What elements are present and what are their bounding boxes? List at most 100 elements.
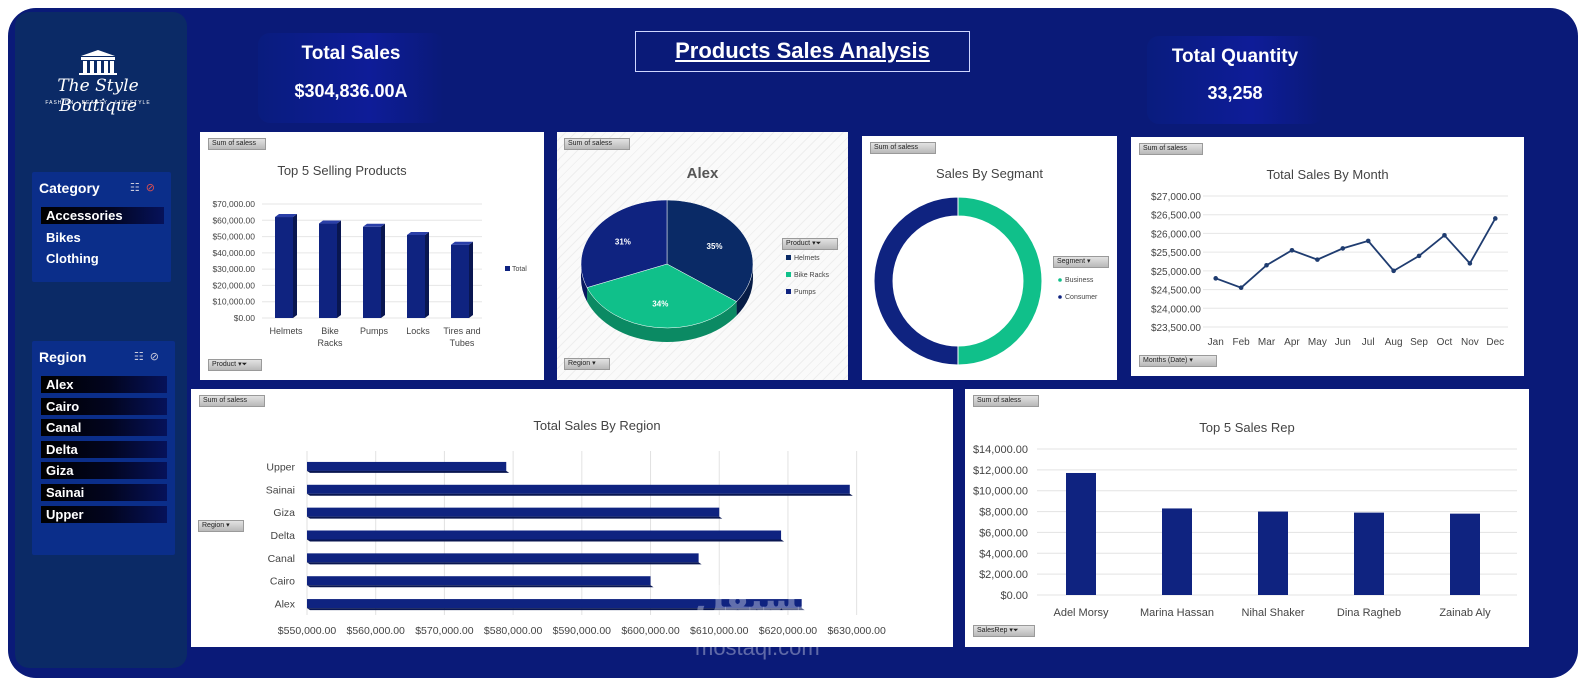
x-tick-label: Nov xyxy=(1461,337,1479,348)
sum-of-sales-field-button[interactable]: Sum of saless xyxy=(199,395,265,407)
bar-shadow xyxy=(307,562,702,565)
legend-swatch xyxy=(505,266,510,271)
region-filter-button[interactable]: Region ▾ xyxy=(564,358,610,370)
bar xyxy=(1354,512,1384,595)
watermark-arabic: مستقل xyxy=(695,581,820,619)
slicer-item-cairo[interactable]: Cairo xyxy=(41,398,167,415)
chart-sales-by-month: Sum of saless Total Sales By Month $23,5… xyxy=(1131,137,1524,376)
data-point xyxy=(1238,285,1244,290)
x-tick-label: $630,000.00 xyxy=(827,625,886,637)
y-tick-label: Alex xyxy=(275,599,296,611)
clear-filter-icon[interactable]: ⊘ xyxy=(145,182,161,194)
multi-select-icon[interactable]: ☷ xyxy=(133,351,150,363)
y-tick-label: Delta xyxy=(270,530,295,542)
bar xyxy=(307,484,850,494)
slicer-item-clothing[interactable]: Clothing xyxy=(46,251,99,266)
pie-slice xyxy=(586,263,737,329)
region-filter-button[interactable]: Region ▾ xyxy=(198,520,244,532)
bar xyxy=(307,553,699,563)
y-tick-label: $24,500.00 xyxy=(1151,286,1201,297)
slicer-item-giza[interactable]: Giza xyxy=(41,462,167,479)
pie-data-label: 35% xyxy=(707,242,723,251)
slicer-item-upper[interactable]: Upper xyxy=(41,506,167,523)
y-tick-label: Giza xyxy=(273,507,295,519)
salesrep-filter-button[interactable]: SalesRep ▾⏷ xyxy=(973,625,1035,637)
y-tick-label: $50,000.00 xyxy=(212,232,255,242)
chart-title: Top 5 Sales Rep xyxy=(1199,420,1295,435)
x-tick-label: Pumps xyxy=(360,326,389,336)
legend-swatch xyxy=(1058,295,1062,299)
slicer-item-bikes[interactable]: Bikes xyxy=(46,230,81,245)
kpi-total-sales: Total Sales $304,836.00A xyxy=(258,33,444,123)
dropdown-icon: ▾ xyxy=(1189,357,1193,364)
bar-top xyxy=(319,220,341,224)
chart-sales-by-region: Sum of saless Total Sales By Region $550… xyxy=(191,389,953,647)
logo: The Style Boutique FASHION • BEAUTY • LI… xyxy=(33,48,163,116)
slicer-item-accessories[interactable]: Accessories xyxy=(41,207,164,224)
y-tick-label: $26,000.00 xyxy=(1151,229,1201,240)
clear-filter-icon[interactable]: ⊘ xyxy=(149,351,165,363)
x-tick-label: $610,000.00 xyxy=(690,625,749,637)
x-tick-label: Zainab Aly xyxy=(1439,607,1491,619)
y-tick-label: $0.00 xyxy=(234,313,256,323)
x-tick-label: Dina Ragheb xyxy=(1337,607,1401,619)
chart-title: Total Sales By Region xyxy=(533,418,661,433)
pie-chart: 35% 34% 31% Helmets Bike Racks Pumps xyxy=(580,199,830,342)
sum-of-sales-field-button[interactable]: Sum of saless xyxy=(1139,143,1203,155)
slicer-item-delta[interactable]: Delta xyxy=(41,441,167,458)
kpi-total-sales-label: Total Sales xyxy=(301,43,401,64)
product-filter-button[interactable]: Product ▾⏷ xyxy=(208,359,262,371)
category-slicer-title: Category xyxy=(39,180,100,196)
bar xyxy=(363,226,381,318)
y-tick-label: $25,500.00 xyxy=(1151,248,1201,259)
pie-data-label: 31% xyxy=(615,238,631,247)
x-tick-label: Tubes xyxy=(450,338,475,348)
data-point xyxy=(1213,276,1219,281)
kpi-total-quantity-label: Total Quantity xyxy=(1171,46,1299,67)
bar-shadow xyxy=(307,585,654,588)
bar-side xyxy=(293,214,297,318)
bar xyxy=(407,234,425,318)
legend-label: Total xyxy=(512,266,527,273)
pie-slice-side xyxy=(587,287,737,342)
kpi-total-quantity-value: 33,258 xyxy=(1207,83,1263,103)
y-tick-label: Sainai xyxy=(266,484,295,496)
filter-icon: ▾⏷ xyxy=(1009,627,1019,634)
sum-of-sales-field-button[interactable]: Sum of saless xyxy=(870,142,936,154)
multi-select-icon[interactable]: ☷ xyxy=(129,182,146,194)
y-tick-label: $14,000.00 xyxy=(973,444,1028,456)
x-tick-label: Oct xyxy=(1437,337,1453,348)
slicer-item-sainai[interactable]: Sainai xyxy=(41,484,167,501)
pie-slice xyxy=(666,199,754,302)
sum-of-sales-field-button[interactable]: Sum of saless xyxy=(973,395,1039,407)
donut-slice xyxy=(957,196,1043,366)
slicer-item-canal[interactable]: Canal xyxy=(41,419,167,436)
legend-label: Pumps xyxy=(794,289,816,296)
y-tick-label: Cairo xyxy=(270,576,295,588)
legend-label: Business xyxy=(1065,277,1094,284)
pie-data-label: 34% xyxy=(652,299,668,308)
product-legend-button[interactable]: Product ▾⏷ xyxy=(782,238,838,250)
region-slicer: Region ☷⊘ Alex Cairo Canal Delta Giza Sa… xyxy=(32,341,175,555)
legend-swatch xyxy=(786,289,791,294)
segment-legend-button[interactable]: Segment ▾ xyxy=(1053,256,1109,268)
bar-side xyxy=(425,231,429,318)
x-tick-label: $590,000.00 xyxy=(553,625,612,637)
chart-title: Sales By Segmant xyxy=(936,166,1043,181)
x-tick-label: Jun xyxy=(1335,337,1351,348)
bar-side xyxy=(381,223,385,318)
months-filter-button[interactable]: Months (Date) ▾ xyxy=(1139,355,1217,367)
x-tick-label: Feb xyxy=(1233,337,1251,348)
y-tick-label: Canal xyxy=(268,553,295,565)
sum-of-sales-field-button[interactable]: Sum of saless xyxy=(208,138,266,150)
x-tick-label: $560,000.00 xyxy=(347,625,406,637)
y-tick-label: $0.00 xyxy=(1000,590,1028,602)
slicer-item-alex[interactable]: Alex xyxy=(41,376,167,393)
sum-of-sales-field-button[interactable]: Sum of saless xyxy=(564,138,630,150)
bar-top xyxy=(407,231,429,235)
y-tick-label: $60,000.00 xyxy=(212,215,255,225)
data-point xyxy=(1340,246,1346,251)
x-tick-label: Aug xyxy=(1385,337,1403,348)
boutique-icon xyxy=(79,50,117,75)
x-tick-label: Bike xyxy=(321,326,339,336)
